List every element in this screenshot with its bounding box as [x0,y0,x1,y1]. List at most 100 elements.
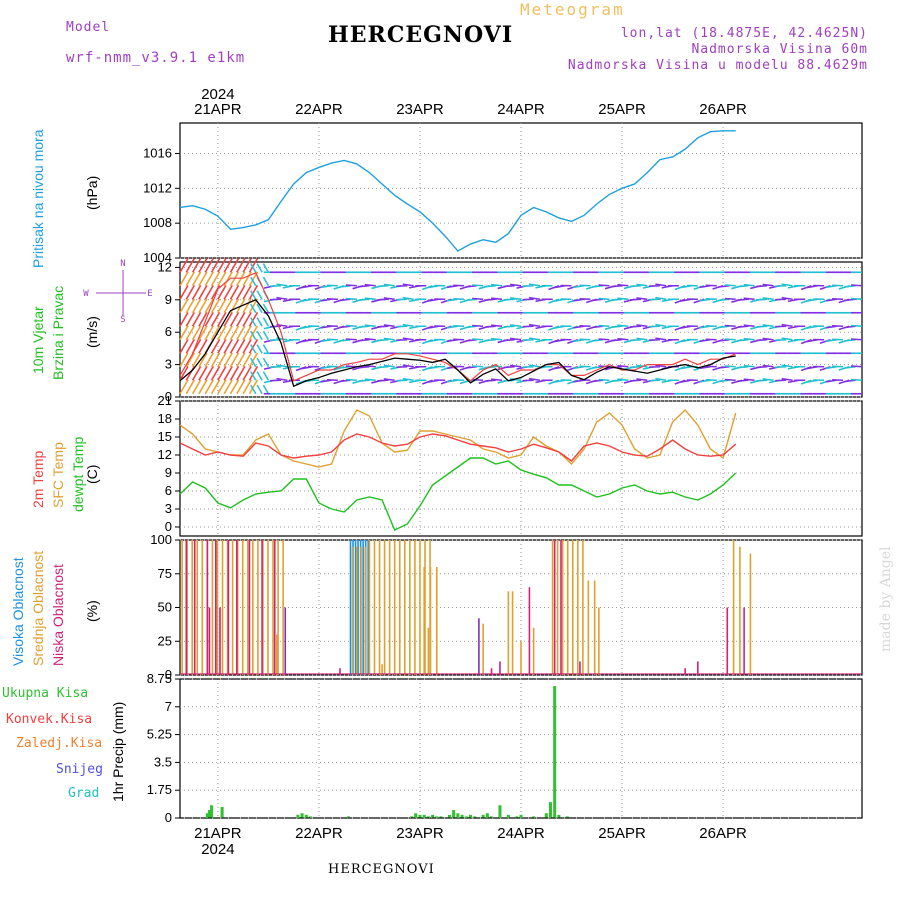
wind-arrows [179,258,863,395]
wind-arrow [256,290,263,300]
wind-arrow [210,339,221,354]
wind-arrow [850,378,863,382]
wind-arrow [743,283,755,287]
wind-arrow [210,379,221,395]
wind-arrow [223,271,233,287]
lonlat-text: lon,lat (18.4875E, 42.4625N) [620,26,868,41]
wind-arrow [210,325,221,341]
total-precip-bar [490,816,494,818]
wind-arrow [229,352,240,368]
wind-arrow [198,352,208,368]
wind-arrow [217,285,227,300]
temperature-ytick-label: 6 [165,483,172,498]
wind-arrow [210,312,221,327]
wind-arrow [850,297,863,301]
wind-arrow [617,324,629,328]
wind-arrow [484,338,496,342]
wind-arrow [724,297,736,301]
wind-arrow [743,337,755,341]
wind-arrow [611,338,623,342]
wind-arrow [737,338,749,342]
model-name: wrf-nmm_v3.9.1 e1km [66,50,246,66]
wind-arrow [236,285,246,300]
total-precip-bar [205,813,209,818]
total-precip-bar [439,816,443,818]
wind-direction-legend: N E W S [83,259,152,325]
wind-arrow [242,258,252,273]
wind-arrow [364,324,376,328]
total-precip-bar [557,814,561,818]
wind-arrow [198,366,208,381]
wind-arrow [256,344,263,354]
wind-arrow [198,312,208,327]
wind-arrow [256,263,263,273]
grad-legend: Grad [68,786,100,801]
pressure-ytick-label: 1008 [143,215,172,230]
wind-arrow [617,337,629,341]
wind-arrow [345,338,357,341]
top-year-label: 2024 [201,86,234,103]
wind-arrow [198,258,208,273]
bottom-day-label: 26APR [699,825,747,842]
wind-arrow [223,298,233,314]
wind-arrow [198,298,208,314]
wind-arrow [242,312,252,327]
wind-arrow [781,323,793,328]
wind-arrow [737,379,749,383]
total-precip-bar [548,802,552,818]
clouds-ytick-label: 50 [158,600,172,615]
wind-ytick-label: 12 [158,259,172,274]
total-precip-bar [220,806,224,818]
wind-arrow [636,283,648,287]
wind-arrow [402,283,414,287]
wind-arrow [229,271,240,287]
wind-arrow [528,323,541,328]
wind-arrow [210,258,221,273]
wind-arrow [503,365,515,369]
wind-arrow [528,364,541,368]
wind-arrow [617,297,629,301]
bottom-day-label: 24APR [497,825,545,842]
wind-arrow [191,258,202,273]
wind-arrow [229,325,240,341]
wind-arrow [484,379,496,383]
wind-arrow [781,296,793,301]
precip-ytick-label: 7 [165,699,172,714]
temperature-ytick-label: 9 [165,465,172,480]
wind-arrow [743,364,755,368]
wind-arrow [762,337,774,341]
wind-arrow [724,365,736,368]
wind-arrow [250,344,257,354]
wind-arrow [383,324,395,328]
wind-arrow [364,283,376,287]
temperature-ytick-label: 21 [158,393,172,408]
wind-arrow [262,330,270,341]
total-precip-bar [435,816,439,818]
wind-arrow [179,366,189,381]
wind-arrow [179,339,189,354]
wind-arrow [204,325,214,341]
wind-arrow [204,258,214,273]
wind-arrow [629,338,642,342]
wind-arrow [491,297,503,301]
wind-arrow [248,258,259,273]
wind-arrow [256,330,263,341]
cloud-bars [180,540,862,675]
wind-arrow [655,337,667,341]
wind-arrow [276,364,288,368]
bottom-day-label: 25APR [598,825,646,842]
wind-arrow [223,258,233,273]
wind-arrow [223,285,233,300]
total-precip-bar [300,813,304,818]
wind-arrow [217,258,227,273]
wind-arrow [179,271,189,287]
wind-arrow [503,338,515,342]
wind-arrow [617,283,629,287]
wind-arrow [204,379,214,395]
wind-arrow [250,303,257,314]
wind-arrow [503,325,515,328]
top-day-label: 21APR [194,101,242,118]
wind-arrow [629,284,642,288]
wind-arrow [743,378,755,382]
wind-arrow [358,379,370,383]
